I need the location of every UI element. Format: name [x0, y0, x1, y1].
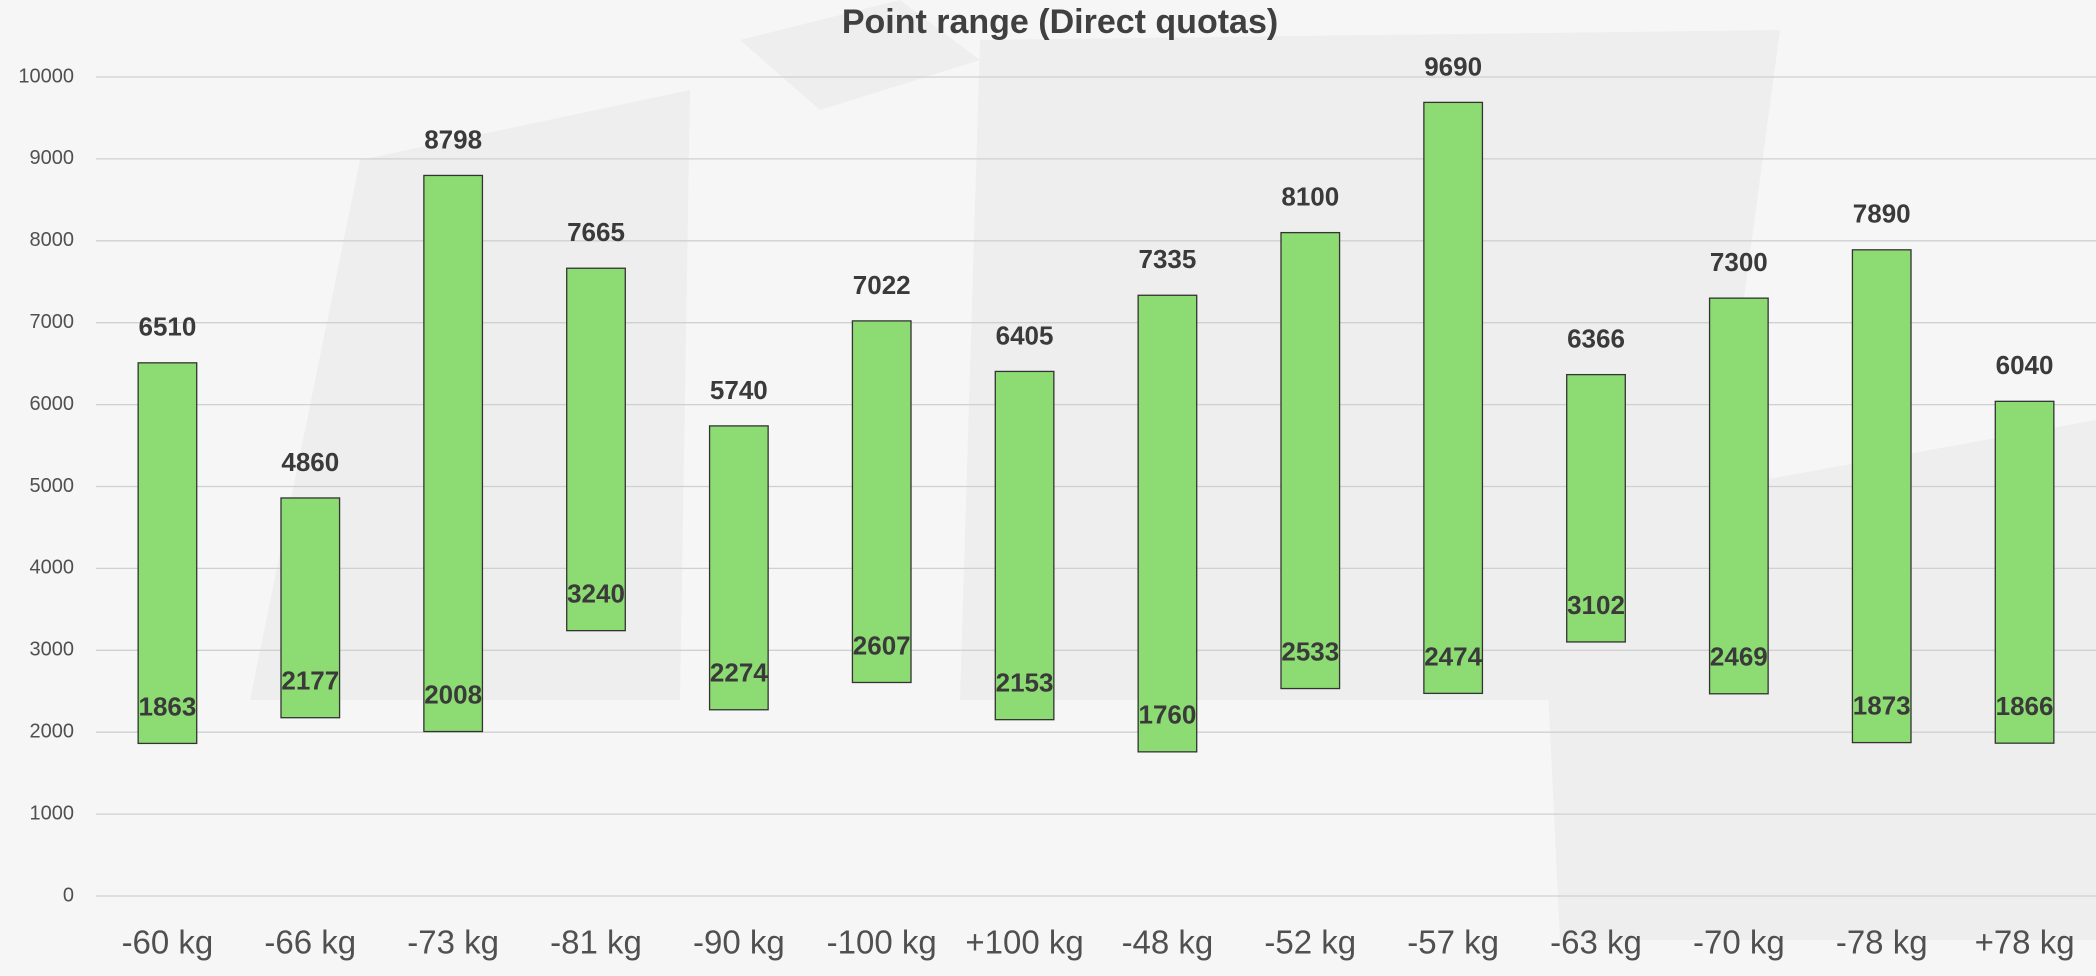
low-label: 2177: [281, 666, 339, 696]
x-tick-label: -81 kg: [550, 924, 642, 961]
range-bar: [423, 174, 484, 733]
x-tick-label: -66 kg: [264, 924, 356, 961]
high-label: 6040: [1996, 350, 2054, 380]
low-label: 3240: [567, 579, 625, 609]
x-tick-label: -60 kg: [122, 924, 214, 961]
low-label: 2533: [1281, 636, 1339, 666]
range-bar: [1280, 231, 1341, 690]
y-tick-label: 10000: [18, 65, 74, 87]
x-tick-label: -48 kg: [1122, 924, 1214, 961]
range-bar: [566, 267, 626, 632]
range-bar: [1851, 249, 1912, 744]
y-tick-label: 8000: [30, 229, 75, 251]
high-label: 5740: [710, 375, 768, 405]
x-tick-label: -100 kg: [827, 924, 937, 961]
x-tick-label: -52 kg: [1264, 924, 1356, 961]
x-tick-label: -73 kg: [407, 924, 499, 961]
range-bar: [708, 425, 769, 711]
high-label: 7665: [567, 217, 625, 247]
low-label: 1863: [139, 691, 197, 721]
high-label: 8100: [1281, 181, 1339, 211]
y-tick-label: 3000: [30, 639, 75, 661]
high-label: 6405: [996, 320, 1054, 350]
high-label: 9690: [1424, 51, 1482, 81]
high-label: 7890: [1853, 199, 1911, 229]
y-tick-label: 7000: [30, 311, 75, 333]
high-label: 6366: [1567, 323, 1625, 353]
range-bar: [1708, 297, 1769, 695]
low-label: 2153: [996, 668, 1054, 698]
x-tick-label: +78 kg: [1975, 924, 2075, 961]
low-label: 1760: [1139, 700, 1197, 730]
high-label: 7300: [1710, 247, 1768, 277]
y-tick-label: 9000: [30, 147, 75, 169]
high-label: 7022: [853, 270, 911, 300]
range-bar: [1994, 400, 2055, 744]
low-label: 2469: [1710, 642, 1768, 672]
range-bar: [280, 497, 341, 719]
x-tick-label: -90 kg: [693, 924, 785, 961]
x-tick-label: -70 kg: [1693, 924, 1785, 961]
x-tick-label: -78 kg: [1836, 924, 1928, 961]
low-label: 2474: [1424, 641, 1482, 671]
y-tick-label: 2000: [30, 720, 75, 742]
high-label: 4860: [281, 447, 339, 477]
x-tick-label: -57 kg: [1407, 924, 1499, 961]
x-tick-label: +100 kg: [965, 924, 1083, 961]
low-label: 1873: [1853, 690, 1911, 720]
range-bar: [1137, 294, 1198, 753]
x-tick-label: -63 kg: [1550, 924, 1642, 961]
low-label: 2274: [710, 658, 768, 688]
high-label: 8798: [424, 124, 482, 154]
low-label: 2008: [424, 679, 482, 709]
chart-title: Point range (Direct quotas): [842, 3, 1278, 41]
range-bar: [994, 370, 1055, 721]
y-tick-label: 5000: [30, 475, 75, 497]
y-tick-label: 0: [63, 884, 74, 906]
y-tick-label: 4000: [30, 557, 75, 579]
range-bar: [851, 320, 912, 684]
low-label: 1866: [1996, 691, 2054, 721]
high-label: 7335: [1139, 244, 1197, 274]
low-label: 3102: [1567, 590, 1625, 620]
low-label: 2607: [853, 630, 911, 660]
y-tick-label: 6000: [30, 393, 75, 415]
y-tick-label: 1000: [30, 802, 75, 824]
range-bar: [1423, 101, 1484, 695]
range-bar: [137, 362, 198, 745]
high-label: 6510: [139, 312, 197, 342]
range-bar: [1566, 373, 1626, 643]
